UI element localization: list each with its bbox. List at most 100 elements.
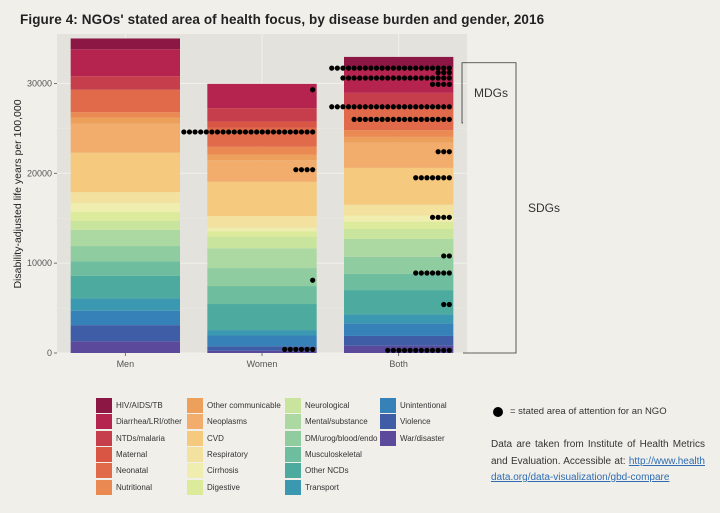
ngo-dot-both-7-12 [379, 75, 385, 81]
legend-item-nutritional: Nutritional [96, 479, 152, 495]
bar-segment-men-respiratory [70, 192, 180, 203]
ngo-dot-both-9-9 [396, 104, 402, 110]
legend-item-neoplasms: Neoplasms [187, 414, 247, 430]
legend-label-respiratory: Respiratory [207, 449, 248, 459]
legend-item-unintentional: Unintentional [380, 398, 447, 413]
legend-item-other-communicable: Other communicable [187, 398, 281, 413]
ngo-dot-both-17-3 [429, 347, 436, 353]
ngo-dot-both-7-10 [390, 75, 396, 81]
ngo-dot-both-16-0 [446, 301, 452, 308]
bar-segment-women-violence [207, 346, 317, 351]
ngo-dot-both-5-12 [379, 65, 385, 71]
legend-item-musculoskeletal: Musculoskeletal [285, 446, 362, 462]
ngo-dot-both-7-18 [345, 75, 352, 81]
ngo-dot-both-7-19 [340, 75, 346, 81]
ngo-dot-both-15-6 [413, 270, 419, 276]
ngo-dot-women-4-1 [304, 346, 310, 353]
legend-item-cirrhosis: Cirrhosis [187, 463, 239, 479]
legend-swatch-hiv-aids-tb [96, 398, 112, 413]
legend-item-dm-urog-blood-endo: DM/urog/blood/endo [285, 430, 378, 446]
ngo-dot-both-16-1 [441, 301, 447, 308]
ngo-dot-women-1-7 [270, 129, 277, 135]
legend-swatch-transport [285, 479, 301, 495]
ngo-dot-both-15-2 [435, 270, 441, 276]
ngo-dot-both-5-1 [441, 65, 447, 71]
dot-note: = stated area of attention for an NGO [493, 406, 667, 417]
annotations-group: MDGs SDGs [461, 62, 560, 354]
source-text: Data are taken from Institute of Health … [491, 439, 705, 467]
ngo-dot-both-11-1 [441, 149, 447, 155]
annotation-label-mdgs: MDGs [474, 86, 508, 100]
chart-svg: 0 10000 20000 30000 Men Women Both Disability… [12, 34, 560, 369]
ngo-dot-women-1-2 [298, 129, 305, 135]
legend-label-cirrhosis: Cirrhosis [207, 466, 239, 476]
ngo-dot-both-10-12 [379, 116, 385, 122]
ngo-dot-both-10-6 [413, 116, 419, 122]
bar-segment-men-nutritional [70, 112, 180, 118]
ngo-dot-women-1-1 [304, 129, 310, 135]
legend-swatch-digestive [187, 479, 203, 495]
ngo-dot-both-12-2 [435, 175, 441, 181]
ngo-dot-both-15-5 [418, 270, 424, 276]
ngo-dot-both-7-17 [351, 75, 357, 81]
legend-item-ntds-malaria: NTDs/malaria [96, 430, 165, 446]
bar-segment-women-transport [207, 330, 317, 336]
ngo-dot-women-1-3 [293, 129, 299, 135]
ngo-dot-both-9-20 [334, 104, 340, 110]
legend-swatch-ntds-malaria [96, 430, 112, 446]
y-tick-label-1: 10000 [27, 258, 52, 268]
ngo-dot-both-17-10 [390, 347, 396, 353]
ngo-dot-both-17-4 [424, 347, 430, 353]
ngo-dot-women-4-4 [287, 346, 293, 353]
ngo-dot-both-12-0 [446, 175, 452, 181]
legend-item-cvd: CVD [187, 430, 224, 446]
bracket-sdgs [463, 62, 517, 354]
ngo-dot-both-8-0 [446, 81, 452, 87]
bar-segment-both-neoplasms [344, 142, 454, 168]
legend-label-neonatal: Neonatal [116, 466, 149, 476]
ngo-dot-both-10-4 [424, 116, 430, 122]
bar-segment-men-war-disaster [70, 341, 180, 353]
legend-label-digestive: Digestive [207, 482, 240, 492]
legend-item-war-disaster: War/disaster [380, 430, 445, 446]
ngo-dot-women-1-18 [209, 129, 215, 135]
ngo-dot-both-17-8 [401, 347, 408, 353]
legend-label-musculoskeletal: Musculoskeletal [305, 449, 362, 459]
ngo-dot-both-9-8 [401, 104, 408, 110]
y-axis-label: Disability-adjusted life years per 100,0… [12, 99, 24, 288]
ngo-dot-women-1-23 [181, 129, 187, 135]
legend-item-mental-substance: Mental/substance [285, 414, 368, 430]
ngo-dot-both-12-5 [418, 175, 424, 181]
bar-segment-both-ntds-malaria [344, 92, 454, 107]
ngo-dot-women-4-3 [293, 346, 299, 353]
bar-segment-both-respiratory [344, 204, 454, 216]
ngo-dot-both-5-15 [362, 65, 368, 71]
ngo-dot-both-11-2 [435, 149, 441, 155]
ngo-dot-both-9-17 [351, 104, 357, 110]
legend-label-other-ncds: Other NCDs [305, 466, 349, 476]
ngo-dot-both-7-6 [413, 75, 419, 81]
ngo-dot-both-10-16 [357, 116, 363, 122]
legend-swatch-dm-urog-blood-endo [285, 430, 301, 446]
ngo-dot-women-1-12 [242, 129, 249, 135]
source-link[interactable]: http://www.healthdata.org/data-visualiza… [491, 455, 705, 484]
bar-segment-both-dm-urog-blood-endo [344, 256, 454, 274]
legend-swatch-violence [380, 414, 396, 430]
legend-swatch-respiratory [187, 446, 203, 462]
bar-segment-women-cvd [207, 181, 317, 216]
legend-swatch-cvd [187, 430, 203, 446]
legend-item-respiratory: Respiratory [187, 446, 248, 462]
ngo-dot-both-13-3 [429, 214, 436, 220]
bar-segment-men-diarrhea-lri-other [70, 49, 180, 77]
bar-segment-both-musculoskeletal [344, 273, 454, 291]
ngo-dot-both-9-19 [340, 104, 346, 110]
legend-label-other-communicable: Other communicable [207, 401, 281, 410]
legend-item-maternal: Maternal [96, 446, 147, 462]
ngo-dot-both-7-14 [368, 75, 374, 81]
bar-segment-women-ntds-malaria [207, 108, 317, 122]
ngo-dot-both-9-7 [407, 104, 413, 110]
ngo-dot-both-9-10 [390, 104, 396, 110]
ngo-dot-both-5-19 [340, 65, 346, 71]
bar-segment-women-nutritional [207, 146, 317, 155]
ngo-dot-both-5-8 [401, 65, 408, 71]
